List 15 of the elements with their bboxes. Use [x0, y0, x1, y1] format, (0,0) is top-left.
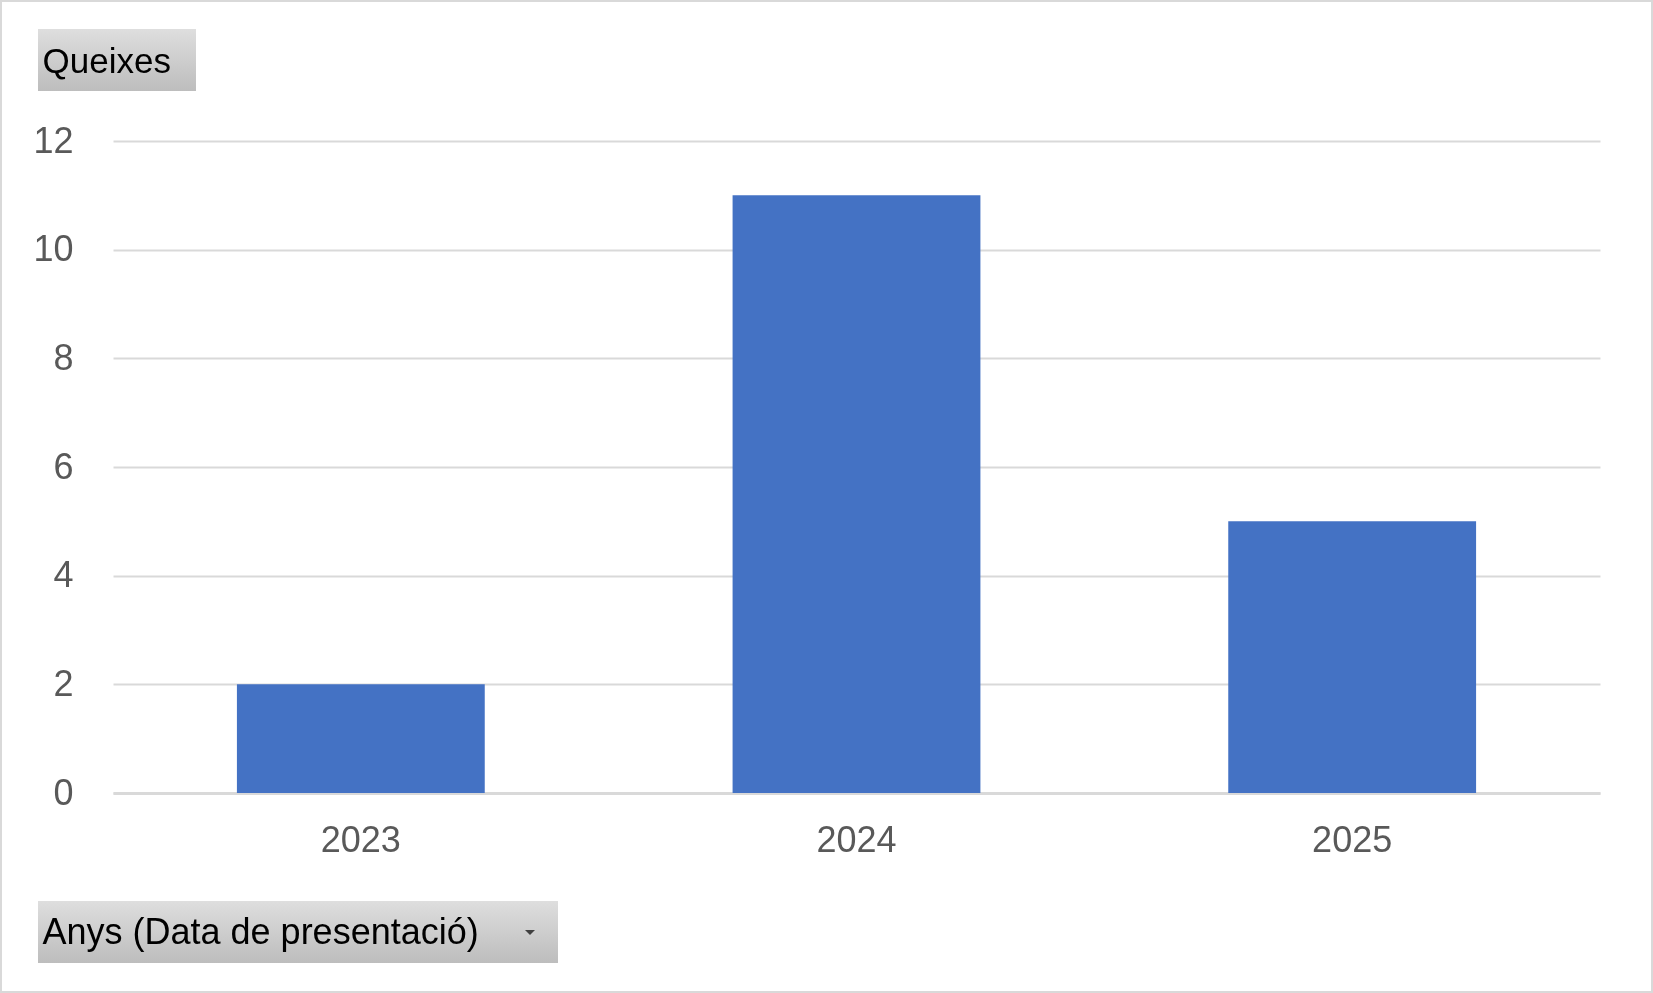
bar	[1228, 521, 1477, 793]
bar	[732, 195, 981, 793]
y-tick-label: 4	[53, 554, 74, 596]
x-tick-label: 2023	[320, 818, 401, 860]
y-tick-label: 8	[53, 336, 74, 378]
y-tick-label: 12	[33, 119, 74, 161]
y-tick-label: 2	[53, 662, 74, 704]
bar	[236, 684, 485, 793]
y-tick-label: 10	[33, 228, 74, 270]
y-tick-label: 0	[53, 771, 74, 813]
x-tick-label: 2024	[816, 818, 897, 860]
x-tick-label: 2025	[1312, 818, 1393, 860]
y-tick-label: 6	[53, 445, 74, 487]
y-axis-title: Queixes	[42, 40, 171, 80]
x-axis-title: Anys (Data de presentació)	[42, 910, 479, 952]
